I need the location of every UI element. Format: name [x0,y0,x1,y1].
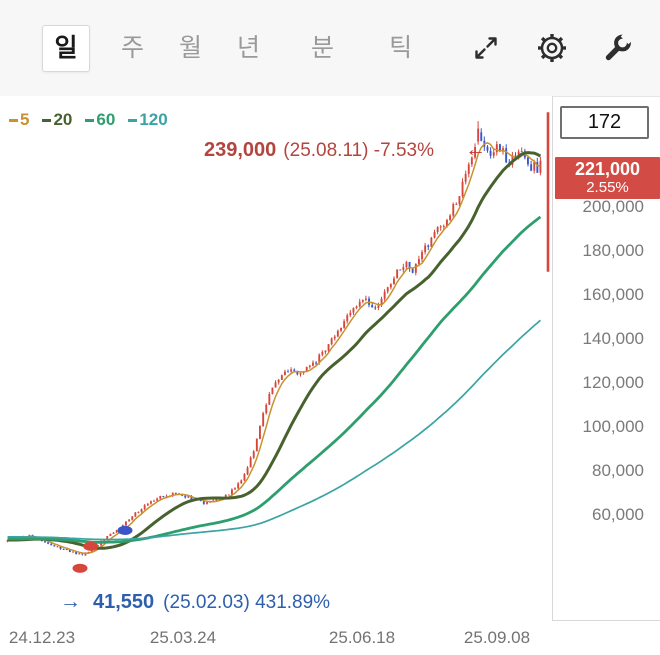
ma-line-60 [8,217,541,542]
ma-120-swatch [128,119,137,122]
ma-line-120 [8,320,541,539]
y-axis-label: 160,000 [583,286,644,304]
y-axis[interactable]: 200,000 180,000 160,000 140,000 120,000 100,0… [553,96,660,620]
right-arrow-icon: → [60,590,81,614]
tab-tick[interactable]: 틱 [385,28,416,69]
chart-toolbar: 일 주 월 년 분 틱 [0,0,660,97]
period-tabs: 일 주 월 년 분 틱 [0,25,416,72]
ma-5-swatch [9,119,18,122]
x-axis-label: 25.03.24 [150,628,216,648]
y-axis-label: 120,000 [583,374,644,392]
trade-marker [118,526,133,535]
tab-year[interactable]: 년 [233,28,264,69]
ma-lines [8,143,541,553]
settings-button[interactable] [534,30,570,66]
low-annotation: → 41,550 (25.02.03) 431.89% [60,590,330,614]
y-axis-label: 60,000 [592,506,644,524]
high-annotation: 239,000 (25.08.11) -7.53% ← [204,138,486,162]
y-axis-label: 140,000 [583,330,644,348]
ma-60-swatch [85,119,94,122]
y-axis-label: 80,000 [592,462,644,480]
tools-button[interactable] [600,30,636,66]
left-arrow-icon: ← [465,138,486,162]
low-price: 41,550 [93,591,154,614]
candles [7,121,542,556]
toolbar-actions [468,30,660,66]
expand-icon [468,30,504,66]
y-axis-label: 100,000 [583,418,644,436]
trade-marker [83,542,98,551]
y-axis-label: 180,000 [583,242,644,260]
ma-120-label: 120 [139,110,167,130]
ma-line-5 [8,143,541,553]
ma-line-20 [8,153,541,549]
x-axis-label: 25.06.18 [329,628,395,648]
candlestick-chart[interactable] [0,96,552,620]
low-detail: (25.02.03) 431.89% [163,592,330,614]
ma-legend-item-20: 20 [42,110,72,130]
gear-icon [534,30,570,66]
ma-legend: 5 20 60 120 [9,110,168,130]
x-axis-label: 24.12.23 [9,628,75,648]
stock-chart-app: 일 주 월 년 분 틱 [0,0,660,655]
trade-marker [73,564,88,573]
high-detail: (25.08.11) -7.53% [283,140,434,162]
wrench-icon [600,30,636,66]
ma-60-label: 60 [96,110,115,130]
tab-day[interactable]: 일 [42,25,90,72]
ma-20-swatch [42,119,51,122]
ma-legend-item-60: 60 [85,110,115,130]
ma-5-label: 5 [20,110,29,130]
ma-legend-item-120: 120 [128,110,167,130]
x-axis-label: 25.09.08 [464,628,530,648]
ma-legend-item-5: 5 [9,110,29,130]
x-axis[interactable]: 24.12.23 25.03.24 25.06.18 25.09.08 [0,620,552,655]
expand-button[interactable] [468,30,504,66]
tab-month[interactable]: 월 [175,28,206,69]
high-price: 239,000 [204,139,276,162]
tab-week[interactable]: 주 [117,28,148,69]
tab-minute[interactable]: 분 [307,28,338,69]
ma-20-label: 20 [53,110,72,130]
y-axis-label: 200,000 [583,198,644,216]
